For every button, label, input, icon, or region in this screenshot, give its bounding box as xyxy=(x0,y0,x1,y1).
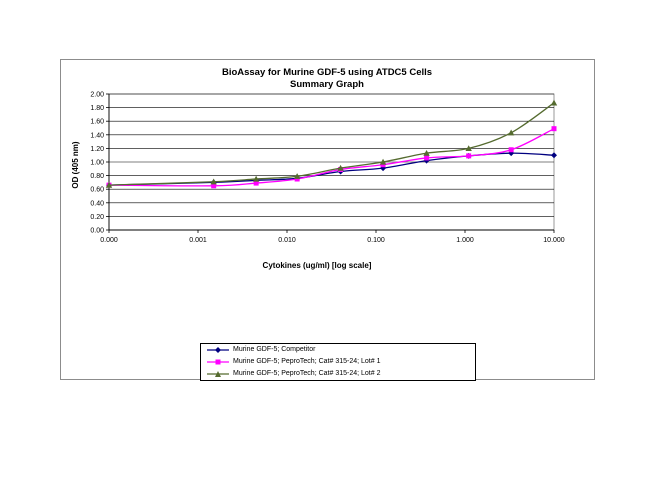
data-point-triangle xyxy=(210,178,217,185)
data-point-triangle xyxy=(379,158,387,165)
legend-label-lot2: Murine GDF-5; PeproTech; Cat# 315-24; Lo… xyxy=(233,370,381,377)
data-point-triangle xyxy=(252,175,260,182)
chart-frame: 0.00 0.20 0.40 0.60 0.80 1.00 1.20 1.40 1.60 1.80… xyxy=(60,59,595,381)
data-point-square xyxy=(253,180,259,186)
legend-swatch-competitor xyxy=(207,347,229,353)
y-tick-label: 2.00 xyxy=(90,92,104,99)
data-point-square xyxy=(211,183,217,189)
y-tick-label: 1.00 xyxy=(90,160,104,167)
data-point-square xyxy=(294,176,300,182)
y-tick-label: 1.40 xyxy=(90,132,104,139)
y-tick-label: 1.20 xyxy=(90,146,104,153)
x-tick-label: 0.010 xyxy=(278,237,296,244)
legend-label-competitor: Murine GDF-5; Competitor xyxy=(233,346,316,353)
x-tick-label: 0.100 xyxy=(367,237,385,244)
data-point-square xyxy=(508,147,514,153)
legend-label-lot1: Murine GDF-5; PeproTech; Cat# 315-24; Lo… xyxy=(233,358,381,365)
data-point-triangle xyxy=(337,164,344,171)
x-tick-label: 0.000 xyxy=(100,237,118,244)
x-tick-label: 10.000 xyxy=(543,237,565,244)
series-line-2 xyxy=(108,128,555,187)
data-point-triangle xyxy=(465,145,472,151)
legend-swatch-lot2 xyxy=(207,371,229,377)
legend-swatch-lot1 xyxy=(207,359,229,365)
data-point-square xyxy=(424,155,430,161)
data-point-triangle xyxy=(507,129,515,136)
data-point-triangle xyxy=(105,181,113,188)
data-point-square xyxy=(380,162,386,168)
x-tick-label: 0.001 xyxy=(189,237,207,244)
series-line-3 xyxy=(108,102,555,186)
y-tick-label: 0.80 xyxy=(90,173,104,180)
y-tick-label: 1.60 xyxy=(90,119,104,126)
data-point-diamond xyxy=(380,165,387,172)
data-point-triangle xyxy=(550,99,558,106)
x-tick-label: 1.000 xyxy=(456,237,474,244)
x-axis-label: Cytokines (ug/ml) [log scale] xyxy=(263,261,372,270)
y-tick-label: 0.60 xyxy=(90,187,104,194)
data-point-diamond xyxy=(551,152,557,159)
chart-subtitle: Summary Graph xyxy=(290,79,364,90)
data-point-square xyxy=(551,126,557,132)
chart-title: BioAssay for Murine GDF-5 using ATDC5 Ce… xyxy=(222,67,432,78)
data-point-triangle xyxy=(423,149,430,156)
y-tick-label: 0.40 xyxy=(90,200,104,207)
legend: Murine GDF-5; Competitor Murine GDF-5; P… xyxy=(200,343,476,381)
y-axis-label: OD (405 nm) xyxy=(71,141,80,188)
data-point-square xyxy=(466,153,472,159)
y-tick-label: 0.20 xyxy=(90,214,104,221)
y-tick-label: 1.80 xyxy=(90,105,104,112)
chart-canvas: 0.00 0.20 0.40 0.60 0.80 1.00 1.20 1.40 1.60 1.80… xyxy=(71,67,565,270)
data-point-triangle xyxy=(293,173,301,179)
y-tick-label: 0.00 xyxy=(90,228,104,235)
